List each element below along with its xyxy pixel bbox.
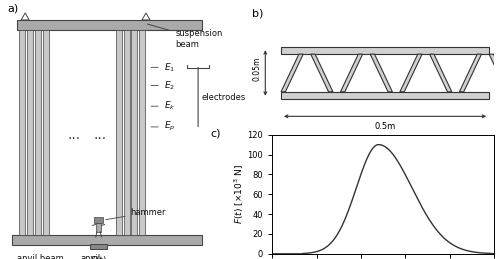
Polygon shape	[429, 54, 452, 92]
Bar	[116, 30, 121, 235]
Text: $E_1$: $E_1$	[151, 61, 175, 74]
Bar	[35, 30, 41, 235]
Bar	[19, 30, 25, 235]
Polygon shape	[281, 54, 303, 92]
Bar	[139, 30, 145, 235]
Text: 0.5m: 0.5m	[374, 122, 396, 131]
Text: 0.05m: 0.05m	[253, 57, 262, 81]
Polygon shape	[21, 13, 29, 20]
Bar	[96, 223, 101, 232]
Bar	[17, 20, 202, 30]
Text: b): b)	[252, 9, 264, 19]
Y-axis label: $F(t)$ [$\times$10$^{3}$ N]: $F(t)$ [$\times$10$^{3}$ N]	[232, 164, 246, 224]
Text: anvil beam: anvil beam	[17, 254, 64, 259]
Text: hammer: hammer	[106, 208, 166, 220]
Text: anvil: anvil	[80, 254, 100, 259]
Bar	[27, 30, 33, 235]
Text: $E_k$: $E_k$	[151, 100, 175, 112]
Text: ...: ...	[93, 128, 106, 142]
Bar	[12, 235, 202, 245]
Text: $F(t)$: $F(t)$	[90, 254, 107, 259]
Polygon shape	[489, 54, 504, 92]
Text: c): c)	[210, 129, 221, 139]
Text: suspension
beam: suspension beam	[148, 24, 223, 48]
Text: ...: ...	[67, 128, 80, 142]
Bar	[42, 30, 48, 235]
Bar	[132, 30, 137, 235]
Text: a): a)	[8, 4, 19, 14]
Bar	[90, 244, 107, 249]
Polygon shape	[400, 54, 422, 92]
Polygon shape	[341, 54, 363, 92]
Bar	[123, 30, 130, 235]
Text: $E_2$: $E_2$	[151, 79, 175, 92]
Bar	[281, 47, 489, 54]
Polygon shape	[459, 54, 481, 92]
Bar	[281, 92, 489, 99]
Text: electrodes: electrodes	[202, 93, 246, 102]
Polygon shape	[370, 54, 393, 92]
Polygon shape	[311, 54, 333, 92]
Bar	[94, 217, 103, 223]
Text: $E_p$: $E_p$	[151, 120, 175, 133]
Polygon shape	[142, 13, 150, 20]
